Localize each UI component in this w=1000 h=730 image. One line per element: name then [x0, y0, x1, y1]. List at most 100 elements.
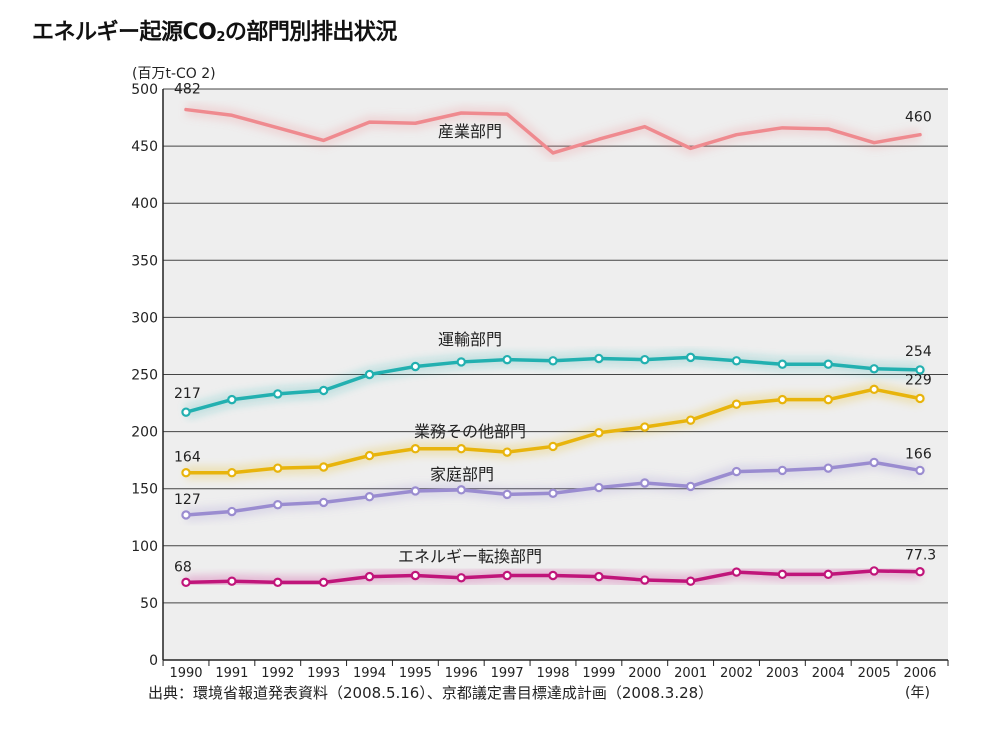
data-point	[502, 354, 512, 365]
data-point	[823, 394, 833, 405]
data-point	[548, 356, 558, 366]
data-point	[318, 385, 329, 396]
series-group	[181, 102, 925, 590]
y-tick-label: 250	[131, 368, 158, 384]
y-tick-label: 500	[131, 82, 158, 98]
y-tick-label: 450	[131, 139, 158, 155]
x-tick-label: 1993	[307, 666, 340, 681]
data-point	[777, 569, 788, 580]
title-main: エネルギー起源CO	[32, 20, 217, 45]
data-point	[318, 577, 329, 588]
x-tick-label: 1995	[399, 666, 432, 681]
data-point	[685, 481, 696, 492]
data-point	[548, 488, 558, 498]
data-point	[731, 399, 742, 409]
x-tick-label: 1992	[261, 666, 294, 681]
x-tick-label: 1998	[536, 666, 569, 681]
y-tick-label: 150	[131, 482, 158, 498]
series-name-label: 家庭部門	[430, 465, 494, 484]
data-point	[640, 422, 650, 432]
data-point	[181, 510, 191, 520]
x-tick-label: 1996	[445, 666, 478, 681]
title-rest: の部門別排出状況	[224, 20, 398, 45]
source-note: 出典：環境省報道発表資料（2008.5.16）、京都議定書目標達成計画（2008…	[148, 684, 714, 702]
end-value-label: 77.3	[905, 548, 936, 564]
x-tick-label: 1999	[582, 666, 615, 681]
data-point	[915, 365, 925, 375]
series-name-label: 運輸部門	[438, 330, 502, 349]
x-axis-unit-label: (年)	[905, 685, 930, 701]
gridlines	[163, 88, 948, 604]
start-value-label: 482	[174, 82, 201, 98]
data-point	[915, 393, 925, 404]
y-tick-label: 300	[131, 310, 158, 326]
data-point	[273, 499, 283, 510]
y-tick-label: 50	[140, 596, 158, 612]
x-tick-label: 1990	[169, 666, 202, 681]
data-point	[823, 359, 833, 369]
data-point	[777, 394, 788, 405]
data-point	[685, 576, 696, 586]
data-point	[731, 466, 742, 477]
data-labels: 産業部門 482 460 運輸部門 217 254 業務その他部門 164 229 家庭部門 127…	[174, 82, 936, 576]
data-point	[227, 394, 237, 405]
series-name-label: エネルギー転換部門	[398, 547, 542, 566]
data-point	[869, 364, 879, 374]
data-point	[823, 463, 833, 473]
data-point	[273, 577, 283, 588]
data-point	[777, 359, 788, 369]
data-point	[410, 570, 421, 581]
end-value-label: 460	[905, 110, 932, 126]
data-point	[318, 497, 329, 508]
series-name-label: 業務その他部門	[414, 422, 526, 441]
y-tick-label: 200	[131, 425, 158, 441]
x-tick-label: 2002	[720, 666, 753, 681]
data-point	[640, 354, 650, 365]
data-point	[869, 384, 879, 395]
start-value-label: 68	[174, 559, 192, 575]
data-point	[227, 576, 237, 586]
data-point	[548, 570, 558, 581]
data-point	[731, 356, 742, 366]
data-point	[273, 389, 283, 399]
start-value-label: 127	[174, 492, 201, 508]
data-point	[640, 575, 650, 585]
series-line	[184, 107, 922, 155]
data-point	[685, 352, 696, 363]
y-tick-label: 400	[131, 196, 158, 212]
data-point	[456, 357, 466, 367]
data-point	[456, 573, 466, 583]
data-point	[502, 570, 512, 581]
y-tick-label: 350	[131, 253, 158, 269]
data-point	[227, 506, 237, 517]
data-point	[594, 353, 604, 364]
data-point	[502, 447, 512, 457]
data-point	[869, 566, 879, 576]
data-point	[594, 482, 604, 493]
x-tick-label: 2005	[858, 666, 891, 681]
data-point	[181, 407, 191, 417]
end-value-label: 229	[905, 372, 932, 388]
data-point	[823, 569, 833, 580]
data-point	[273, 463, 283, 473]
data-point	[640, 478, 650, 488]
data-point	[364, 369, 375, 380]
start-value-label: 217	[174, 386, 201, 402]
x-tick-label: 1997	[491, 666, 524, 681]
x-tick-label: 2000	[628, 666, 661, 681]
x-tick-label: 2004	[812, 666, 845, 681]
series-name-label: 産業部門	[438, 122, 502, 141]
data-point	[869, 457, 879, 468]
data-point	[410, 444, 421, 454]
data-point	[777, 465, 788, 476]
data-point	[364, 571, 375, 582]
y-tick-label: 100	[131, 539, 158, 555]
data-point	[181, 577, 191, 588]
x-tick-label: 2006	[903, 666, 936, 681]
data-point	[364, 450, 375, 461]
y-tick-label: 0	[149, 653, 158, 669]
data-point	[594, 428, 604, 438]
title-subscript: 2	[216, 30, 225, 45]
data-point	[502, 489, 512, 500]
